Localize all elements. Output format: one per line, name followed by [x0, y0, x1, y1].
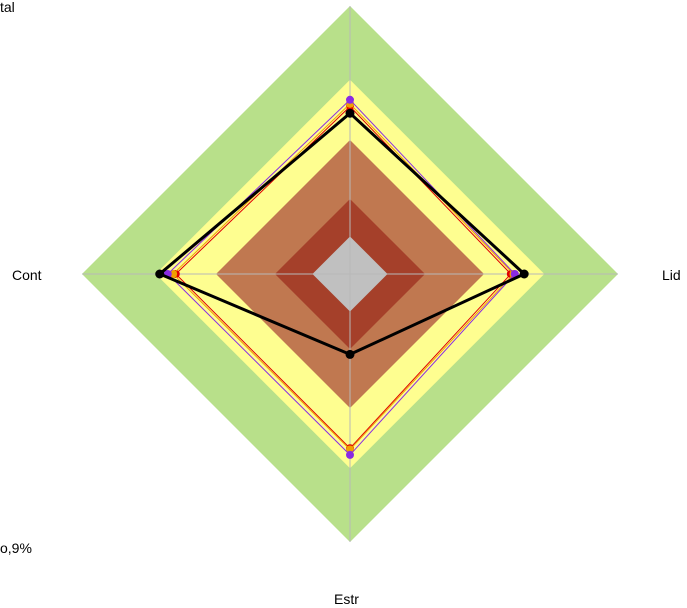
- corner-label-bottom: o,9%: [0, 540, 32, 556]
- axis-label-cont: Cont: [12, 267, 42, 283]
- axis-label-estr: Estr: [334, 591, 359, 607]
- series-3-point-3: [346, 95, 354, 104]
- radar-grid: [82, 6, 618, 542]
- series-layer: [155, 95, 529, 459]
- series-0-point-1: [345, 349, 355, 359]
- series-0-point-2: [155, 269, 165, 279]
- series-3-point-1: [346, 450, 354, 459]
- axis-label-lid: Lid: [662, 267, 681, 283]
- corner-label-top: tal: [0, 0, 15, 15]
- series-0-point-3: [345, 108, 355, 118]
- series-0-point-0: [519, 269, 529, 279]
